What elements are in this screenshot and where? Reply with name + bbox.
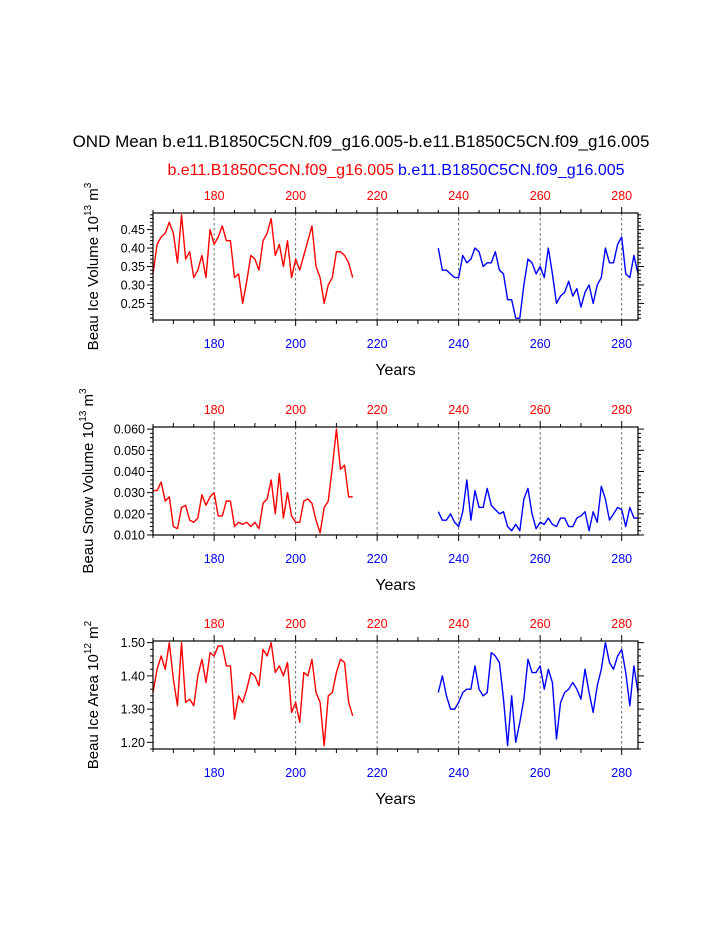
y-tick-label: 0.040 — [114, 465, 145, 479]
x-tick-label-bottom: 180 — [204, 766, 225, 780]
y-tick-label: 0.40 — [121, 242, 145, 256]
plot-frame — [152, 426, 639, 536]
y-tick-label: 0.050 — [114, 444, 145, 458]
x-tick-label-bottom: 260 — [530, 337, 551, 351]
x-tick-label-top: 240 — [448, 403, 469, 417]
x-tick-label-top: 220 — [367, 403, 388, 417]
legend-red-case: b.e11.B1850C5CN.f09_g16.005 — [167, 162, 394, 179]
x-tick-label-bottom: 200 — [285, 552, 306, 566]
y-tick-label: 1.30 — [121, 703, 145, 717]
x-tick-label-top: 180 — [204, 403, 225, 417]
series-line-blue — [437, 236, 639, 319]
x-tick-label-top: 200 — [285, 403, 306, 417]
panel-ice-area: 180 180 200 200 220 220 240 240 260 260 280 280 Year… — [83, 617, 644, 808]
y-tick-label: 0.060 — [114, 423, 145, 437]
series-line-red — [152, 641, 354, 747]
x-tick-label-top: 180 — [204, 189, 225, 203]
y-tick-label: 1.40 — [121, 669, 145, 683]
y-tick-label: 0.030 — [114, 486, 145, 500]
x-tick-label-top: 200 — [285, 617, 306, 631]
y-tick-label: 1.50 — [121, 636, 145, 650]
x-tick-label-top: 260 — [530, 403, 551, 417]
x-tick-label-bottom: 180 — [204, 337, 225, 351]
plot-frame — [152, 640, 639, 750]
y-axis-label: Beau Ice Volume 1013 m3 — [83, 182, 102, 350]
y-tick-label: 0.35 — [121, 260, 145, 274]
series-line-blue — [437, 641, 639, 747]
x-tick-label-bottom: 240 — [448, 766, 469, 780]
x-axis-label: Years — [375, 362, 415, 379]
y-tick-label: 0.25 — [121, 297, 145, 311]
x-tick-label-top: 240 — [448, 617, 469, 631]
x-tick-label-top: 240 — [448, 189, 469, 203]
legend-blue-case: b.e11.B1850C5CN.f09_g16.005 — [398, 162, 625, 179]
x-axis-label: Years — [375, 577, 415, 594]
y-tick-label: 1.20 — [121, 736, 145, 750]
x-tick-label-top: 280 — [611, 403, 632, 417]
x-tick-label-top: 260 — [530, 189, 551, 203]
x-tick-label-bottom: 280 — [611, 766, 632, 780]
x-tick-label-bottom: 260 — [530, 552, 551, 566]
x-tick-label-bottom: 180 — [204, 552, 225, 566]
series-line-red — [152, 214, 354, 305]
panel-snow-volume: 180 180 200 200 220 220 240 240 260 260 280 280 Year… — [78, 388, 644, 594]
series-line-red — [153, 428, 353, 534]
x-tick-label-top: 180 — [204, 617, 225, 631]
x-tick-label-top: 260 — [530, 617, 551, 631]
x-tick-label-bottom: 240 — [448, 337, 469, 351]
x-axis-label: Years — [375, 791, 415, 808]
x-tick-label-bottom: 280 — [611, 552, 632, 566]
x-tick-label-bottom: 200 — [285, 766, 306, 780]
y-tick-label: 0.30 — [121, 278, 145, 292]
y-tick-label: 0.020 — [114, 507, 145, 521]
x-tick-label-bottom: 260 — [530, 766, 551, 780]
x-tick-label-bottom: 280 — [611, 337, 632, 351]
x-tick-label-top: 220 — [367, 617, 388, 631]
x-tick-label-bottom: 220 — [367, 337, 388, 351]
x-tick-label-bottom: 220 — [367, 766, 388, 780]
y-tick-label: 0.010 — [114, 529, 145, 543]
y-tick-label: 0.45 — [121, 223, 145, 237]
figure-title: OND Mean b.e11.B1850C5CN.f09_g16.005-b.e… — [73, 132, 650, 151]
panel-ice-volume: 180 180 200 200 220 220 240 240 260 260 280 280 Year… — [83, 182, 644, 379]
y-axis-label: Beau Snow Volume 1013 m3 — [78, 388, 97, 574]
x-tick-label-top: 220 — [367, 189, 388, 203]
series-line-blue — [437, 479, 638, 532]
x-tick-label-top: 200 — [285, 189, 306, 203]
x-tick-label-bottom: 200 — [285, 337, 306, 351]
x-tick-label-top: 280 — [611, 189, 632, 203]
y-axis-label: Beau Ice Area 1012 m2 — [83, 620, 102, 769]
x-tick-label-bottom: 220 — [367, 552, 388, 566]
x-tick-label-bottom: 240 — [448, 552, 469, 566]
x-tick-label-top: 280 — [611, 617, 632, 631]
